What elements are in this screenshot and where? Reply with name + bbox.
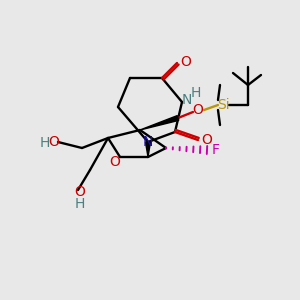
Text: O: O bbox=[75, 185, 86, 199]
Text: Si: Si bbox=[217, 98, 229, 112]
Polygon shape bbox=[140, 116, 179, 130]
Polygon shape bbox=[146, 142, 151, 157]
Text: F: F bbox=[212, 143, 220, 157]
Text: N: N bbox=[182, 93, 192, 107]
Text: O: O bbox=[202, 133, 212, 147]
Text: H: H bbox=[191, 86, 201, 100]
Text: N: N bbox=[143, 135, 153, 149]
Text: O: O bbox=[193, 103, 203, 117]
Text: O: O bbox=[110, 155, 120, 169]
Text: H: H bbox=[40, 136, 50, 150]
Text: H: H bbox=[75, 197, 85, 211]
Text: O: O bbox=[181, 55, 191, 69]
Text: O: O bbox=[49, 135, 59, 149]
